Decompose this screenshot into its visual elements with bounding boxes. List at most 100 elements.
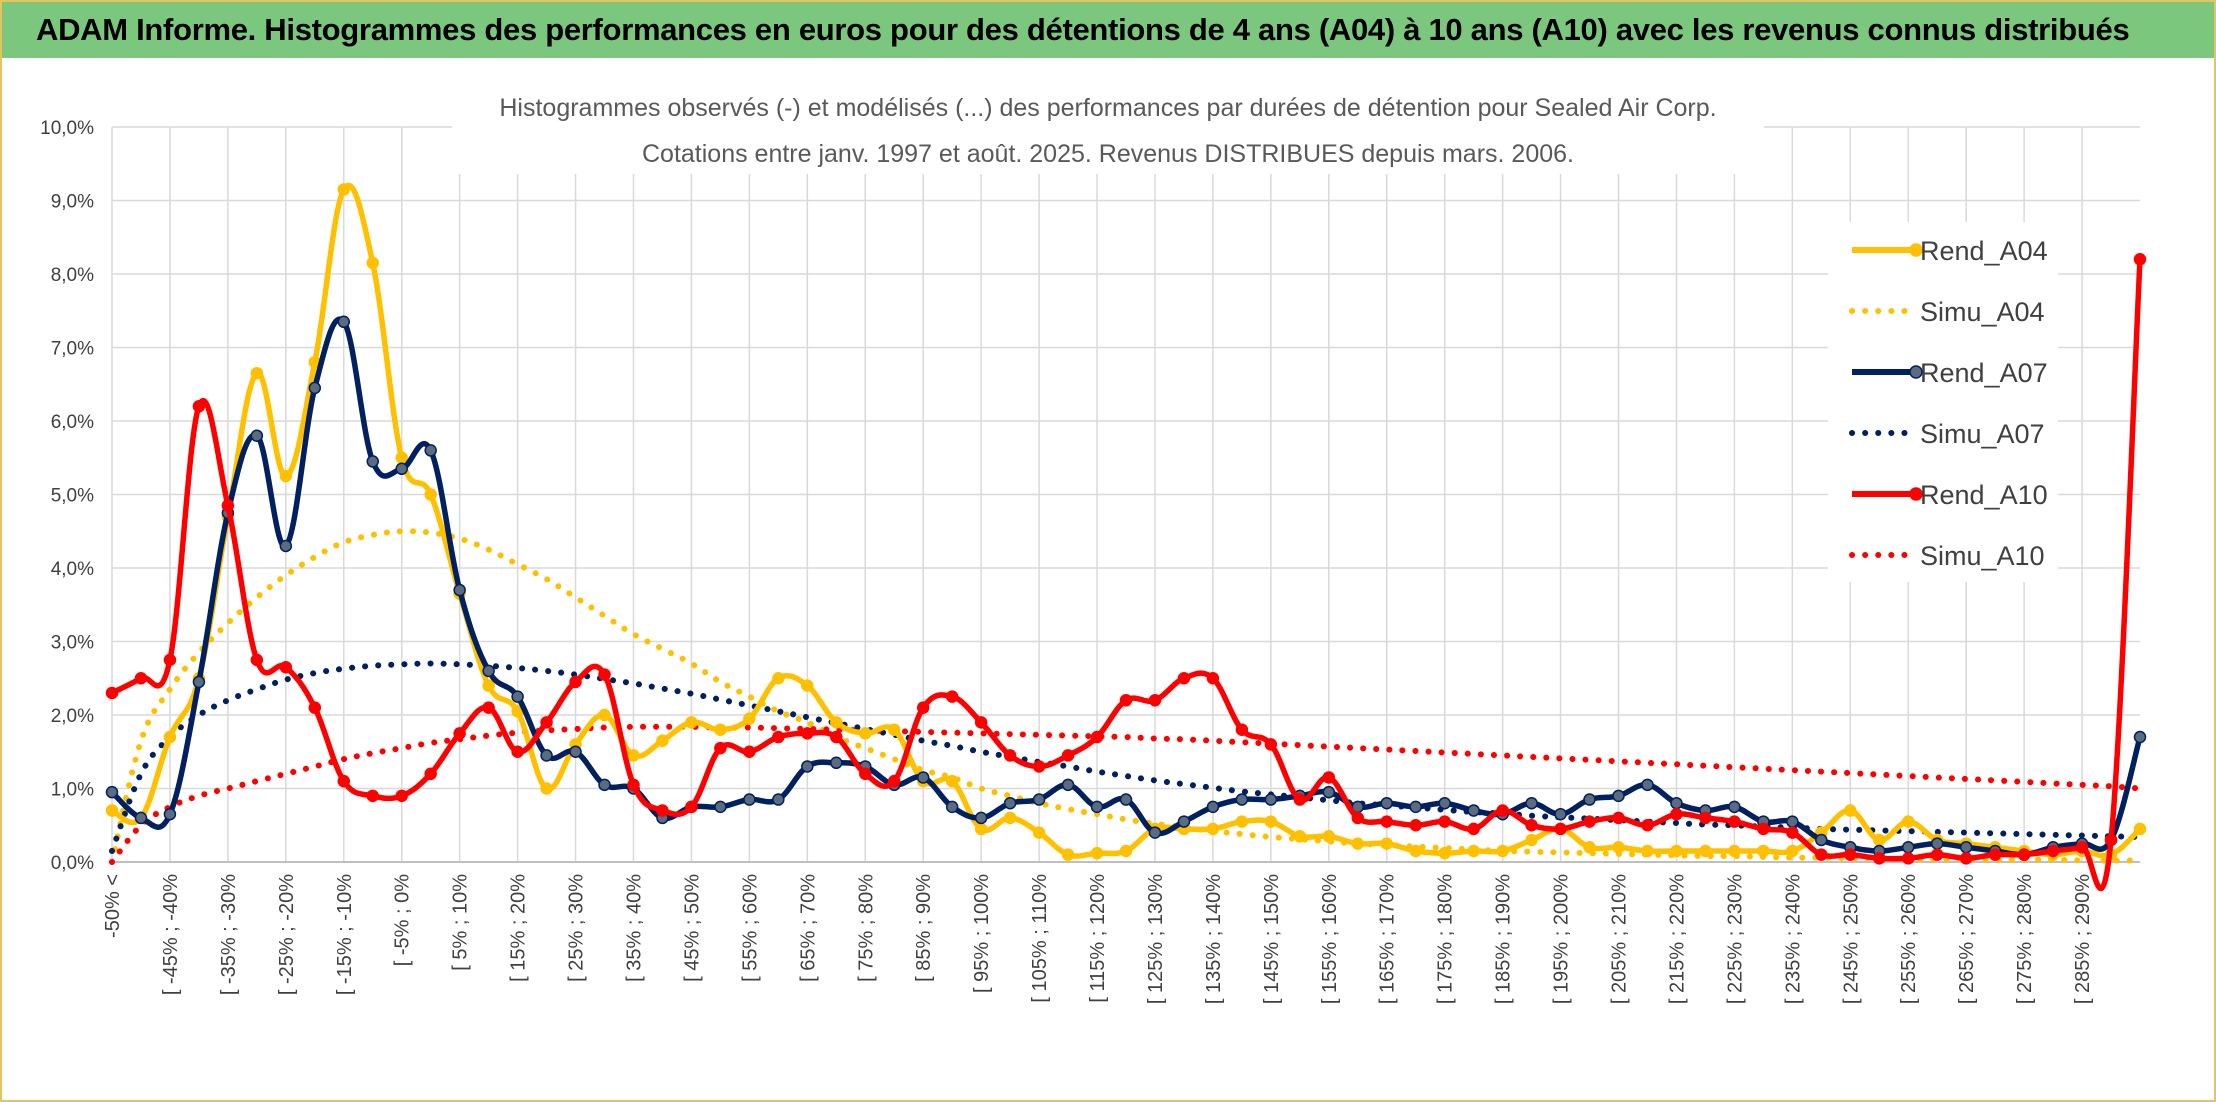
data-point [1786, 815, 1799, 828]
data-point [453, 727, 466, 740]
y-tick-label: 9,0% [51, 192, 94, 213]
data-point [974, 822, 988, 836]
data-point [1090, 730, 1104, 744]
x-tick-label: [ -15% ; -10% [334, 874, 356, 995]
x-tick-label: [ 35% ; 40% [623, 874, 645, 982]
data-point [105, 785, 119, 799]
data-point [1322, 830, 1336, 843]
legend-label: Simu_A07 [1920, 419, 2045, 449]
data-point [540, 749, 553, 762]
x-tick-label: [ 15% ; 20% [508, 874, 530, 982]
data-point [424, 444, 437, 457]
data-point [1293, 793, 1307, 806]
data-point [1901, 852, 1915, 865]
data-point [1641, 778, 1654, 792]
data-point [308, 701, 322, 714]
data-point [511, 690, 524, 703]
data-point [859, 727, 872, 740]
data-point [482, 664, 495, 678]
data-point [279, 660, 293, 674]
data-point [1032, 793, 1046, 806]
data-point [830, 716, 843, 729]
data-point [714, 723, 727, 736]
data-point [540, 782, 553, 795]
x-tick-label: [ 285% ; 290% [2072, 874, 2094, 1004]
data-point [1786, 844, 1799, 858]
chart-title: Histogrammes observés (-) et modélisés (… [499, 94, 1716, 122]
data-point [569, 675, 582, 689]
data-point [1612, 841, 1625, 854]
data-point [1901, 815, 1915, 828]
data-point [163, 807, 177, 821]
x-tick-label: [ 65% ; 70% [797, 874, 819, 982]
data-point [1496, 804, 1509, 817]
data-point [1583, 841, 1596, 854]
x-tick-label: -50% < [102, 874, 124, 938]
y-tick-label: 5,0% [51, 486, 94, 507]
data-point [1699, 844, 1712, 858]
data-point [743, 793, 756, 806]
data-point [1322, 785, 1336, 799]
data-point [887, 774, 901, 788]
data-point [250, 429, 264, 442]
data-point [1641, 844, 1654, 858]
x-tick-label: [ 235% ; 240% [1782, 874, 1804, 1004]
data-point [1959, 841, 1973, 854]
data-point [830, 730, 843, 744]
data-point [1235, 723, 1249, 736]
data-point [627, 749, 640, 762]
x-tick-label: [ 55% ; 60% [739, 874, 761, 982]
x-tick-label: [ 215% ; 220% [1666, 874, 1688, 1004]
data-point [598, 668, 611, 681]
data-point [974, 811, 988, 825]
series-line [109, 528, 2143, 865]
data-point [743, 712, 756, 725]
data-point [801, 679, 814, 692]
chart-title-area: Histogrammes observés (-) et modélisés (… [452, 82, 1764, 174]
data-point [1670, 807, 1683, 821]
data-point [366, 455, 379, 468]
x-tick-label: [ 155% ; 160% [1319, 874, 1341, 1004]
data-point [1786, 826, 1799, 839]
data-point [2046, 844, 2060, 858]
data-point [685, 716, 698, 729]
data-point [1757, 822, 1770, 836]
data-point [598, 708, 611, 722]
x-tick-label: [ 195% ; 200% [1551, 874, 1573, 1004]
data-point [1032, 760, 1046, 773]
data-point [482, 679, 495, 692]
data-point [1612, 789, 1625, 803]
data-point [945, 690, 959, 703]
data-point [2017, 848, 2031, 861]
data-point [221, 499, 235, 512]
y-tick-label: 10,0% [40, 118, 94, 139]
data-point [1930, 848, 1944, 861]
legend-item-rend-a07: Rend_A07 [1852, 358, 2048, 388]
legend-label: Simu_A04 [1920, 297, 2045, 327]
data-point [1206, 800, 1220, 814]
data-point [1988, 848, 2002, 861]
data-point [1409, 819, 1422, 832]
data-point [627, 778, 640, 792]
data-point [1901, 841, 1915, 854]
data-point [685, 800, 698, 814]
data-point [2133, 822, 2147, 836]
data-point [1090, 846, 1104, 860]
data-point [1467, 822, 1480, 836]
series-simu-a10 [109, 723, 2143, 865]
series-rend-a04 [105, 182, 2147, 861]
data-point [569, 745, 582, 758]
data-point [1380, 796, 1393, 810]
data-point [1728, 800, 1741, 814]
data-point [598, 778, 611, 792]
x-tick-label: [ 85% ; 90% [913, 874, 935, 982]
x-tick-label: [ -35% ; -30% [218, 874, 240, 995]
data-point [656, 734, 669, 747]
legend-item-rend-a10: Rend_A10 [1852, 480, 2048, 510]
data-point [1873, 852, 1886, 865]
data-point [192, 400, 206, 413]
data-point [772, 793, 785, 806]
data-point [1090, 800, 1104, 814]
data-point [1264, 815, 1278, 828]
x-tick-label: [ 205% ; 210% [1609, 874, 1631, 1004]
